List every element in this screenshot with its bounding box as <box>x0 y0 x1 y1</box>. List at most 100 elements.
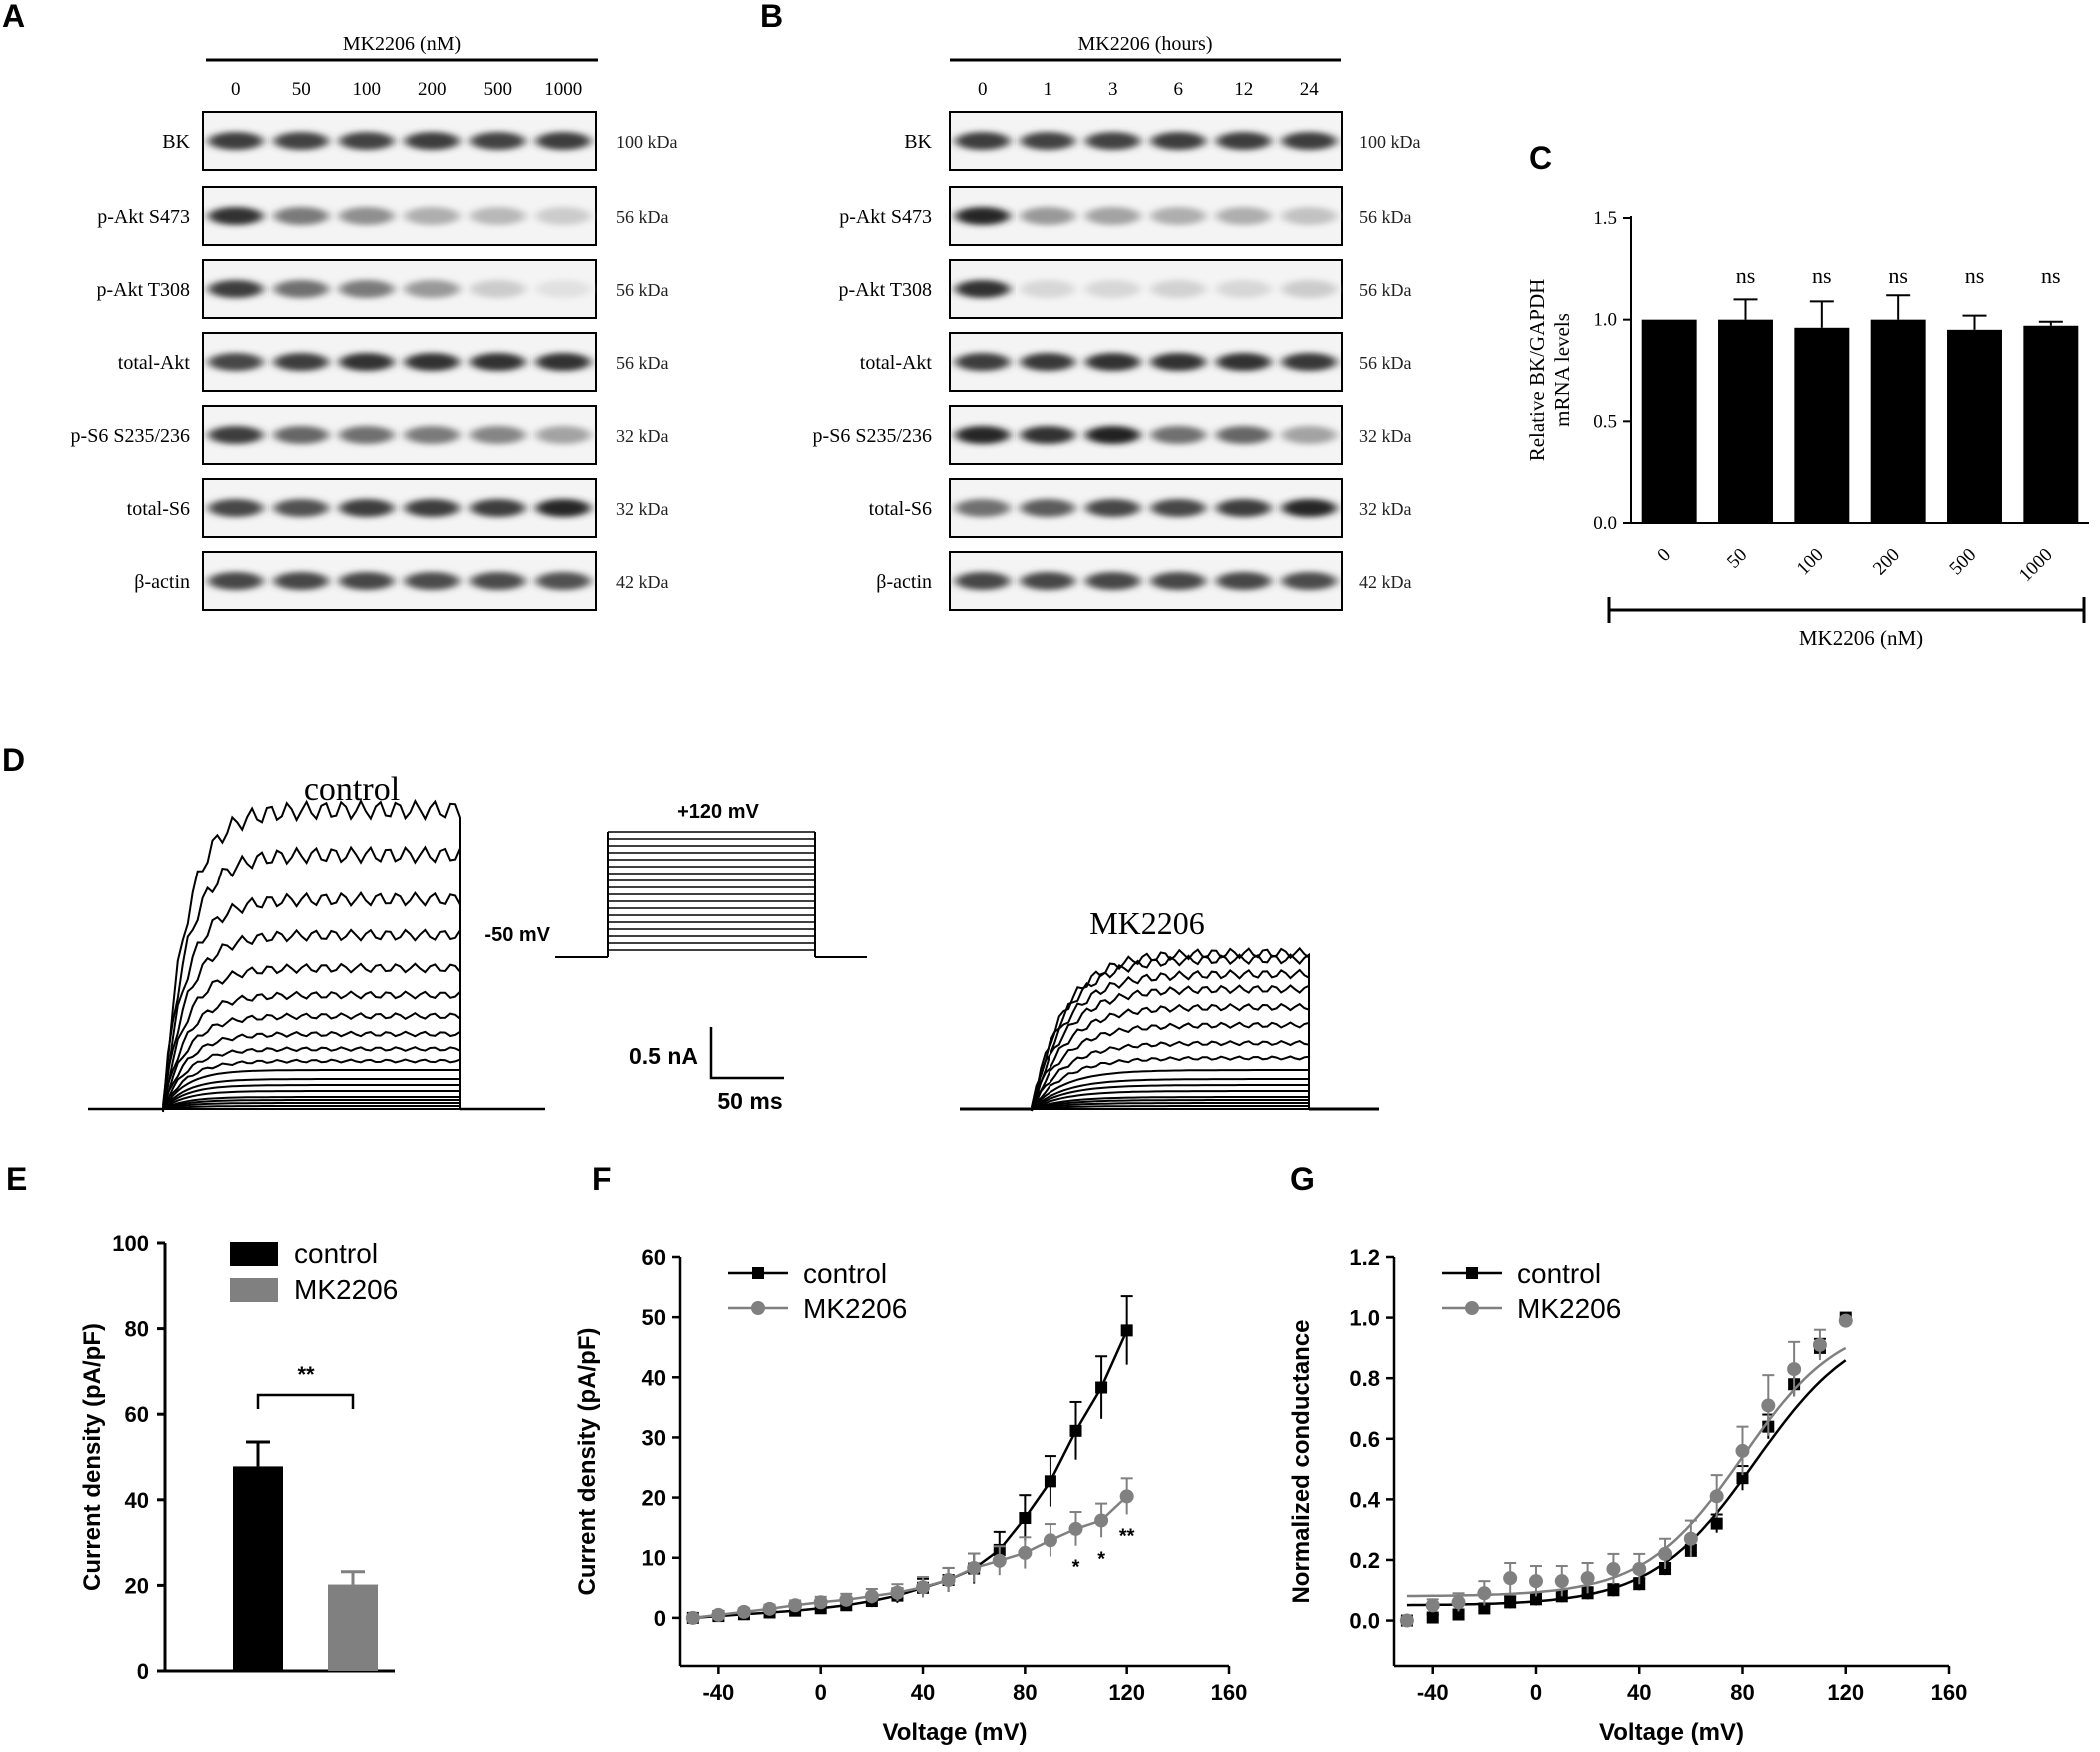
blot-band <box>1150 572 1206 590</box>
data-point <box>1119 1489 1134 1504</box>
y-tick-label: 40 <box>642 1365 666 1390</box>
current-trace <box>162 1099 461 1110</box>
blot-row-label: p-Akt T308 <box>96 279 190 301</box>
data-point <box>1606 1562 1621 1577</box>
data-point <box>1478 1602 1491 1615</box>
blot-band <box>404 207 460 225</box>
current-trace <box>162 1029 461 1110</box>
data-point <box>1120 1324 1133 1337</box>
data-point <box>1838 1313 1853 1328</box>
current-trace <box>1031 1078 1310 1110</box>
blot-band <box>1281 207 1337 225</box>
current-trace <box>1031 1021 1310 1109</box>
data-point <box>941 1572 956 1587</box>
blot-box <box>202 111 597 171</box>
lane-label: 200 <box>418 79 447 100</box>
x-axis-title: Voltage (mV) <box>1599 1719 1744 1746</box>
blot-band <box>273 353 329 371</box>
blot-kda-label: 42 kDa <box>616 572 669 592</box>
current-trace <box>162 1102 461 1110</box>
blot-header-label: MK2206 (hours) <box>1078 33 1213 55</box>
panel-label-b: B <box>760 0 784 34</box>
x-tick-label: -40 <box>1417 1680 1449 1705</box>
data-point <box>916 1580 931 1595</box>
blot-band <box>1085 499 1141 517</box>
blot-band <box>955 572 1011 590</box>
blot-row-label: β-actin <box>134 571 190 593</box>
blot-box <box>202 259 597 319</box>
data-point <box>1580 1571 1595 1586</box>
lane-label: 1000 <box>544 79 582 100</box>
data-point <box>1607 1584 1620 1597</box>
blot-band <box>1085 572 1141 590</box>
scale-bar-y-label: 0.5 nA <box>629 1043 698 1069</box>
blot-row-label: p-Akt S473 <box>97 206 190 228</box>
blot-band <box>535 426 591 444</box>
current-trace <box>162 798 461 1109</box>
x-tick-label: 40 <box>911 1680 935 1705</box>
data-point <box>1504 1596 1517 1609</box>
data-point <box>1528 1574 1543 1589</box>
legend-marker <box>1465 1301 1479 1315</box>
y-tick-label: 0.6 <box>1349 1427 1380 1452</box>
significance-label: ns <box>1736 263 1756 288</box>
x-tick-label: 120 <box>1827 1680 1864 1705</box>
y-tick-label: 10 <box>642 1546 666 1571</box>
current-trace <box>162 1090 461 1110</box>
x-tick-label: 160 <box>1211 1680 1248 1705</box>
blot-box <box>949 111 1343 171</box>
voltage-protocol: +120 mV -50 mV <box>484 801 867 958</box>
blot-band <box>208 280 264 298</box>
blot-band <box>1020 499 1075 517</box>
data-point <box>685 1610 700 1625</box>
bar <box>1794 327 1850 523</box>
current-trace <box>1031 1096 1310 1110</box>
current-trace <box>162 1058 461 1110</box>
blot-kda-label: 32 kDa <box>1359 499 1412 519</box>
blot-box <box>202 332 597 392</box>
lane-label: 50 <box>292 79 311 100</box>
blot-band <box>535 207 591 225</box>
blot-band <box>470 353 526 371</box>
data-point <box>967 1560 982 1575</box>
blot-band <box>470 572 526 590</box>
current-trace <box>162 989 461 1110</box>
y-tick-label: 50 <box>642 1305 666 1330</box>
current-trace <box>162 1084 461 1110</box>
y-tick-label: 40 <box>125 1488 149 1513</box>
current-trace <box>1031 1039 1310 1111</box>
lane-label: 0 <box>978 79 988 100</box>
blot-band <box>1216 426 1272 444</box>
blot-band <box>535 353 591 371</box>
trace-title-control: control <box>304 771 400 808</box>
blot-band <box>1020 132 1075 150</box>
blot-band <box>1150 280 1206 298</box>
data-point <box>762 1601 777 1616</box>
current-trace <box>1031 1105 1310 1110</box>
blot-band <box>1216 499 1272 517</box>
x-tick-label: 0 <box>1530 1680 1542 1705</box>
x-tick-label: 100 <box>1793 544 1828 579</box>
lane-label: 1 <box>1044 79 1053 100</box>
series-control <box>1400 1311 1852 1627</box>
blot-band <box>404 572 460 590</box>
blot-row-label: p-Akt S473 <box>839 206 932 228</box>
blot-band <box>1020 353 1075 371</box>
blot-band <box>535 499 591 517</box>
blot-panel-a: MK2206 (nM) 0 50 100 200 500 1000 BK 100 kDa p-Ak… <box>71 33 678 611</box>
panel-label-e: E <box>6 1161 28 1197</box>
blot-band <box>1216 132 1272 150</box>
y-tick-label: 0.2 <box>1349 1548 1380 1573</box>
blot-band <box>470 207 526 225</box>
y-axis-title: Relative BK/GAPDH <box>1525 279 1549 462</box>
data-point <box>1019 1512 1032 1525</box>
bar <box>1870 319 1926 523</box>
lane-label: 0 <box>231 79 241 100</box>
y-tick-label: 0.5 <box>1593 411 1617 432</box>
blot-box <box>949 405 1343 465</box>
legend-marker <box>1466 1267 1478 1279</box>
chart-g: 0.0 0.2 0.4 0.6 0.8 1.0 1.2 -40 0 40 80 120 160 contr… <box>1288 1245 1967 1746</box>
blot-band <box>955 132 1011 150</box>
fit-curve <box>1406 1346 1847 1598</box>
blot-band <box>1216 280 1272 298</box>
